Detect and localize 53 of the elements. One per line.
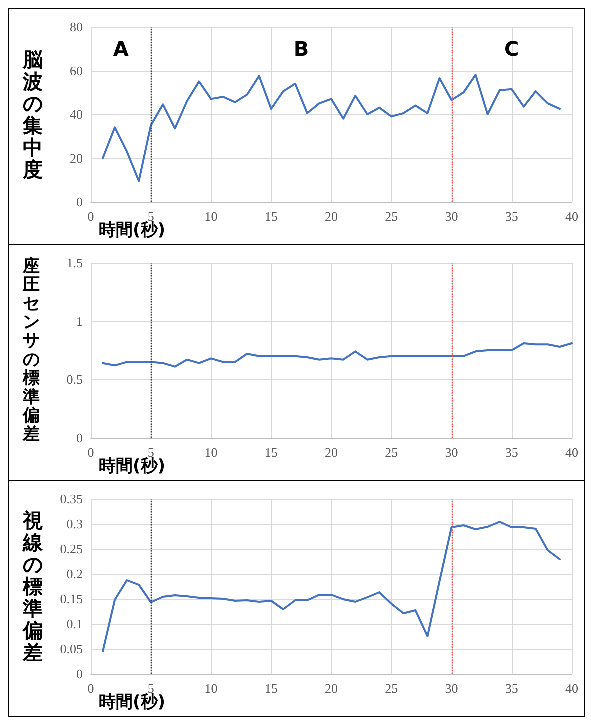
x-tick-label: 20 — [325, 445, 338, 460]
x-tick-label: 20 — [325, 209, 338, 224]
x-tick-label: 40 — [566, 681, 578, 696]
annotation: A — [113, 37, 130, 61]
x-tick-label: 20 — [325, 681, 338, 696]
annotation: B — [294, 37, 310, 61]
y-tick-label: 80 — [70, 20, 83, 34]
x-axis-title: 時間(秒) — [99, 456, 166, 476]
x-tick-label: 35 — [505, 445, 518, 460]
annotation: C — [504, 37, 520, 61]
y-tick-label: 60 — [70, 63, 83, 78]
x-tick-label: 40 — [566, 445, 578, 460]
line-series — [102, 521, 561, 652]
y-tick-label: 0.5 — [66, 372, 83, 388]
x-tick-label: 40 — [566, 209, 578, 224]
y-tick-label: 0.15 — [60, 592, 83, 606]
x-tick-label: 15 — [264, 445, 278, 460]
x-tick-label: 10 — [204, 681, 218, 696]
x-tick-label: 0 — [88, 209, 94, 224]
y-axis-title: 視線の標準偏差 — [22, 508, 44, 664]
y-tick-label: 40 — [70, 107, 83, 122]
y-tick-label: 0.35 — [60, 492, 83, 506]
x-tick-label: 10 — [204, 209, 218, 224]
y-tick-label: 20 — [70, 150, 83, 166]
x-axis-title: 時間(秒) — [99, 692, 166, 712]
x-tick-label: 25 — [385, 681, 398, 696]
y-tick-label: 0.05 — [60, 642, 83, 656]
y-tick-label: 0 — [76, 194, 83, 210]
x-tick-label: 30 — [445, 209, 458, 224]
y-axis-title: 脳波の集中度 — [22, 48, 43, 182]
text: 座圧センサの標準偏差 — [23, 256, 40, 445]
x-tick-label: 35 — [505, 209, 518, 224]
line-series — [102, 74, 561, 182]
y-tick-label: 0.25 — [60, 542, 83, 556]
x-tick-label: 15 — [264, 681, 278, 696]
y-tick-label: 0 — [76, 430, 83, 446]
y-tick-label: 1 — [76, 314, 83, 329]
x-tick-label: 25 — [385, 445, 398, 460]
y-tick-label: 0.3 — [66, 516, 83, 532]
x-tick-label: 25 — [385, 209, 398, 224]
x-tick-label: 0 — [88, 681, 94, 696]
x-tick-label: 35 — [505, 681, 518, 696]
x-tick-label: 30 — [445, 445, 458, 460]
y-tick-label: 0 — [76, 666, 83, 682]
y-tick-label: 1.5 — [66, 256, 83, 270]
x-tick-label: 0 — [88, 445, 94, 460]
x-axis-title: 時間(秒) — [99, 220, 166, 240]
line-series — [102, 342, 573, 368]
y-tick-label: 0.1 — [66, 616, 83, 632]
y-tick-label: 0.2 — [66, 566, 83, 582]
x-tick-label: 30 — [445, 681, 458, 696]
x-tick-label: 10 — [204, 445, 218, 460]
x-tick-label: 15 — [264, 209, 278, 224]
